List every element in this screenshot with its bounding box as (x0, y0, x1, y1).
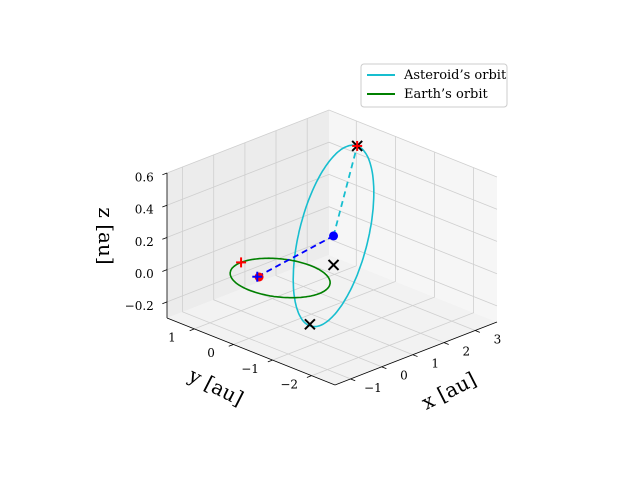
z-tick-label: 0.6 (135, 170, 154, 184)
z-tick-mark (162, 237, 168, 240)
y-tick-mark (267, 359, 273, 363)
x-tick-mark (475, 330, 480, 333)
y-tick-label: −1 (241, 362, 259, 376)
grid-line-x (275, 130, 445, 343)
x-tick-label: −1 (364, 381, 382, 395)
y-tick-mark (306, 375, 312, 378)
grid-line-z (166, 141, 498, 210)
y-tick-mark (228, 344, 234, 347)
y-tick-label: 1 (168, 331, 176, 345)
axis-lines (166, 173, 498, 386)
pane-back-left (167, 110, 329, 318)
z-tick-label: 0.0 (135, 267, 154, 281)
z-tick-mark (162, 301, 168, 305)
dashed-segment-2 (332, 145, 359, 237)
grid-line-x (182, 166, 351, 380)
grid-line-y (233, 136, 396, 345)
plus-marker (252, 271, 263, 282)
y-tick-label: −2 (280, 377, 298, 391)
dot-marker (329, 231, 339, 241)
y-tick-label: 0 (207, 346, 215, 360)
grid-line-z (166, 109, 498, 178)
plus-marker (352, 140, 363, 151)
x-tick-label: 3 (494, 332, 502, 346)
z-tick-label: 0.2 (135, 235, 154, 249)
z-tick-mark (162, 269, 168, 272)
grid-line-y (311, 167, 475, 377)
z-tick-label: −0.2 (125, 299, 154, 313)
asteroid-orbit-line (292, 144, 375, 328)
axes-panes (167, 110, 497, 385)
x-tick-mark (412, 354, 418, 357)
x-marker (304, 318, 316, 330)
plot-area (229, 140, 375, 330)
grid-line-y (194, 120, 357, 330)
y-axis-label: y [au] (184, 362, 248, 410)
pane-floor (167, 255, 497, 385)
legend-label-asteroid: Asteroid’s orbit (403, 68, 507, 83)
y-tick-mark (189, 328, 195, 332)
y-axis-line (166, 317, 336, 386)
plus-marker (236, 257, 247, 268)
tick-labels: −1 0 1 2 3 −2 −1 0 1 −0.2 0.0 0.2 0.4 0.6 (125, 170, 502, 394)
x-marker-stroke (327, 259, 340, 271)
x-tick-label: 1 (431, 357, 439, 371)
z-tick-mark (162, 172, 168, 176)
legend: Asteroid’s orbit Earth’s orbit (360, 63, 508, 108)
grid-line-z (166, 173, 498, 242)
grid-line-x (213, 154, 382, 368)
earth-orbit-line (229, 257, 331, 299)
x-marker-stroke (304, 318, 316, 330)
dashed-segment-3 (256, 235, 334, 278)
z-tick-label: 0.4 (135, 203, 154, 217)
z-axis-label: z [au] (94, 207, 118, 264)
grid-line-y (272, 152, 435, 361)
grid-line-z (166, 206, 498, 275)
pane-back-right (329, 110, 497, 322)
x-tick-mark (381, 366, 387, 370)
x-tick-mark (350, 378, 356, 382)
x-axis-label: x [au] (418, 367, 481, 415)
x-axis-line (334, 321, 498, 386)
legend-box (360, 63, 508, 108)
x-tick-label: 2 (462, 345, 470, 359)
x-marker (327, 259, 340, 271)
tick-marks (162, 172, 480, 382)
z-tick-mark (162, 204, 168, 208)
x-tick-label: 0 (400, 369, 408, 383)
grid-line-x (306, 118, 476, 331)
x-tick-mark (443, 342, 449, 345)
legend-label-earth: Earth’s orbit (404, 87, 489, 102)
